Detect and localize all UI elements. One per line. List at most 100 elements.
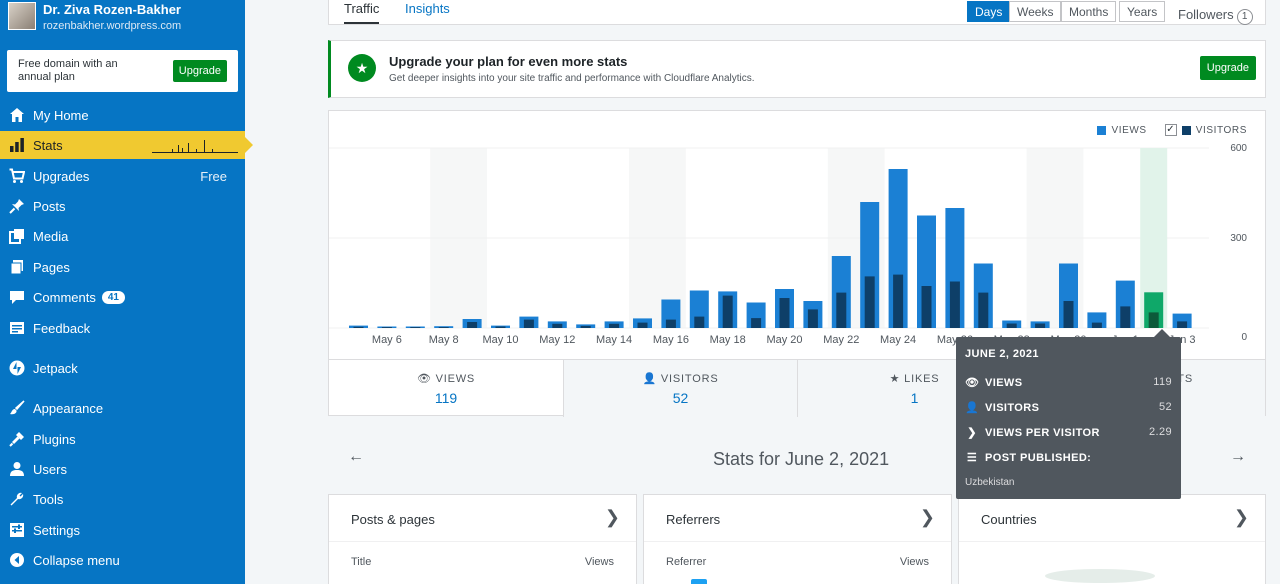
eye-icon: 👁: [965, 377, 980, 389]
visitors-bar: [1063, 301, 1074, 328]
sidebar-item-comments[interactable]: Comments 41: [0, 283, 245, 311]
stat-value-visitors: 52: [672, 390, 689, 406]
avatar: [8, 2, 36, 30]
visitors-bar: [1091, 322, 1102, 328]
tooltip-value: 52: [1158, 401, 1172, 413]
eye-icon: 👁: [416, 373, 432, 385]
visitors-bar: [779, 298, 790, 328]
followers-count: 1: [1236, 9, 1253, 25]
visitors-bar: [751, 318, 762, 328]
sidebar-item-label: Tools: [33, 491, 64, 507]
stats-sparkline: [152, 139, 238, 153]
tooltip-label: POST PUBLISHED:: [985, 452, 1092, 464]
chevron-right-icon[interactable]: ❯: [919, 507, 935, 527]
upgrade-banner: ★ Upgrade your plan for even more stats …: [328, 40, 1266, 98]
chevron-right-icon[interactable]: ❯: [1233, 507, 1249, 527]
tooltip-row-visitors: 👤 VISITORS 52: [965, 401, 1172, 414]
tooltip-footer: Uzbekistan: [965, 477, 1015, 488]
sidebar-item-label: Jetpack: [33, 360, 78, 376]
visitors-bar: [637, 322, 648, 328]
site-header[interactable]: Dr. Ziva Rozen-Bakher rozenbakher.wordpr…: [8, 2, 181, 32]
feedback-icon: [8, 319, 26, 337]
site-url: rozenbakher.wordpress.com: [43, 20, 182, 32]
sidebar-item-pages[interactable]: Pages: [0, 253, 245, 281]
visitors-bar: [1035, 323, 1046, 328]
previous-date-button[interactable]: ←: [348, 448, 364, 465]
module-posts-pages[interactable]: Posts & pages ❯ Title Views: [328, 494, 637, 584]
module-title: Posts & pages: [351, 512, 435, 527]
followers-link[interactable]: Followers 1: [1178, 7, 1253, 25]
visitors-checkbox[interactable]: ✓: [1164, 124, 1177, 136]
sidebar-item-stats[interactable]: Stats: [0, 131, 253, 159]
sidebar-item-label: Upgrades: [33, 168, 90, 184]
period-days[interactable]: Days: [967, 1, 1011, 22]
x-tick-label: May 12: [539, 334, 575, 346]
module-referrers[interactable]: Referrers ❯ Referrer Views: [643, 494, 952, 584]
sidebar-item-plugins[interactable]: Plugins: [0, 425, 245, 453]
legend-views: VIEWS: [1111, 124, 1147, 136]
banner-title: Upgrade your plan for even more stats: [389, 54, 628, 69]
promo-upgrade-button[interactable]: Upgrade: [172, 60, 227, 82]
stat-tab-visitors[interactable]: 👤 VISITORS 52: [564, 360, 798, 417]
stats-bar-chart[interactable]: 0 300 600 May 6 May 8 May 10 May 12 May 14 May 1…: [329, 111, 1265, 359]
visitors-bar: [467, 322, 478, 328]
legend-visitors: VISITORS: [1195, 124, 1247, 136]
sidebar-item-settings[interactable]: Settings: [0, 516, 245, 544]
tooltip-value: 119: [1153, 376, 1172, 388]
twitter-icon: [691, 579, 707, 584]
visitors-bar: [949, 281, 960, 328]
tab-insights[interactable]: Insights: [405, 1, 450, 16]
period-weeks[interactable]: Weeks: [1009, 1, 1062, 22]
sidebar-item-media[interactable]: Media: [0, 222, 245, 250]
tab-traffic[interactable]: Traffic: [344, 1, 380, 24]
tooltip-date: JUNE 2, 2021: [965, 348, 1039, 360]
y-tick-label: 600: [1230, 143, 1247, 154]
x-tick-label: May 24: [880, 334, 916, 346]
upgrades-free-label: Free: [200, 168, 227, 184]
y-tick-label: 0: [1241, 332, 1247, 343]
visitors-bar: [353, 326, 364, 328]
world-map: [1045, 569, 1155, 583]
x-tick-label: May 20: [766, 334, 802, 346]
user-icon: 👤: [965, 402, 980, 414]
module-title: Referrers: [666, 512, 721, 527]
tooltip-label: VIEWS: [985, 377, 1023, 389]
visitors-bar: [864, 276, 875, 328]
x-tick-label: May 10: [482, 334, 518, 346]
sidebar-item-users[interactable]: Users: [0, 455, 245, 483]
tooltip-value: 2.29: [1148, 426, 1172, 438]
stat-label-visitors: VISITORS: [660, 373, 719, 385]
tooltip-label: VIEWS PER VISITOR: [985, 427, 1100, 439]
banner-upgrade-button[interactable]: Upgrade: [1199, 56, 1256, 80]
sidebar-item-feedback[interactable]: Feedback: [0, 314, 245, 342]
sidebar-item-jetpack[interactable]: Jetpack: [0, 354, 245, 382]
domain-promo[interactable]: Free domain with an annual plan Upgrade: [7, 50, 238, 92]
star-icon: ★: [889, 373, 901, 385]
visitors-bar: [836, 292, 847, 328]
sidebar-item-label: Collapse menu: [33, 552, 120, 568]
visitors-bar: [978, 292, 989, 328]
chevron-right-icon[interactable]: ❯: [604, 507, 620, 527]
visitors-bar: [1006, 323, 1017, 328]
period-months[interactable]: Months: [1061, 1, 1117, 22]
collapse-menu-button[interactable]: Collapse menu: [0, 546, 245, 574]
sidebar-item-appearance[interactable]: Appearance: [0, 394, 245, 422]
user-icon: [8, 460, 26, 478]
sidebar-item-label: Pages: [33, 259, 70, 275]
period-years[interactable]: Years: [1119, 1, 1166, 22]
tooltip-row-post-published: ☰ POST PUBLISHED:: [965, 451, 1172, 464]
home-icon: [8, 106, 26, 124]
tooltip-row-views: 👁 VIEWS 119: [965, 376, 1172, 389]
next-date-button[interactable]: →: [1230, 448, 1246, 465]
x-tick-label: May 8: [429, 334, 459, 346]
sidebar-item-my-home[interactable]: My Home: [0, 101, 245, 129]
sidebar-item-posts[interactable]: Posts: [0, 192, 245, 220]
stat-tab-views[interactable]: 👁 VIEWS 119: [329, 360, 564, 417]
sidebar-item-tools[interactable]: Tools: [0, 485, 245, 513]
sidebar-item-upgrades[interactable]: Upgrades Free: [0, 162, 245, 190]
sidebar-item-label: Comments: [33, 289, 96, 305]
date-navigation: ← Stats for June 2, 2021 →: [328, 440, 1266, 480]
module-countries[interactable]: Countries ❯: [958, 494, 1266, 584]
plugin-icon: [8, 430, 26, 448]
x-tick-label: May 22: [823, 334, 859, 346]
